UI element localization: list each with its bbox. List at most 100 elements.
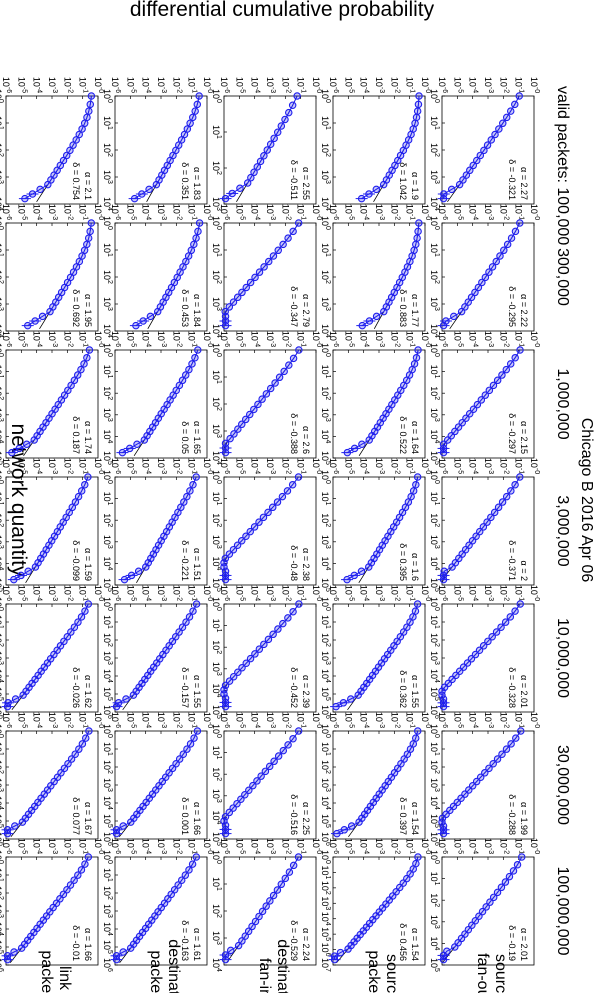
data-point [516, 346, 524, 354]
alpha-annotation: α = 1.54 [410, 802, 420, 835]
data-point [112, 955, 121, 964]
x-tick-label: 103 [320, 170, 331, 184]
data-point [438, 691, 446, 699]
y-tick-label: 10-2 [171, 204, 182, 220]
y-tick-label: 10-1 [405, 331, 416, 347]
y-tick-label: 10-4 [468, 331, 479, 347]
data-point [18, 818, 27, 826]
y-tick-label: 10-5 [16, 77, 27, 93]
x-tick-label: 103 [211, 197, 222, 211]
data-point [245, 786, 253, 794]
panel: 100 101 102 103 104 10-0 10-1 10-2 10-3 10-4 10-5 1… [429, 204, 540, 338]
x-tick-label: 100 [102, 89, 113, 103]
data-point [294, 853, 303, 861]
data-point [414, 227, 422, 236]
y-tick-label: 10-6 [1, 458, 12, 474]
x-tick-label: 100 [211, 216, 222, 230]
x-tick-label: 101 [102, 365, 113, 379]
alpha-annotation: α = 1.9 [410, 172, 420, 200]
y-tick-label: 10-6 [1, 331, 12, 347]
data-point [279, 619, 287, 628]
panel: 100 101 102 103 104 105 106 10-0 10-1 10-2 10-3 10-… [429, 712, 540, 846]
x-tick-label: 102 [320, 513, 331, 527]
y-tick-label: 10-6 [110, 712, 121, 728]
y-tick-label: 10-3 [483, 712, 494, 728]
y-tick-label: 10-1 [78, 585, 89, 601]
y-tick-label: 10-3 [156, 712, 167, 728]
x-tick-label: 104 [320, 197, 331, 211]
y-tick-label: 10-0 [93, 712, 104, 728]
data-point [414, 853, 422, 861]
data-line [116, 603, 198, 707]
data-point [221, 955, 230, 964]
data-point [343, 448, 352, 457]
data-point [498, 371, 506, 379]
y-tick-label: 10-5 [16, 712, 27, 728]
data-point [266, 140, 275, 149]
data-point [473, 156, 481, 165]
x-tick-label: 102 [102, 760, 113, 774]
data-point [511, 353, 519, 362]
data-point [278, 492, 287, 501]
y-tick-label: 10-3 [265, 458, 276, 474]
x-tick-label: 104 [0, 556, 4, 570]
data-point [81, 734, 90, 742]
y-tick-label: 10-1 [78, 712, 89, 728]
data-point [264, 635, 273, 644]
data-point [247, 173, 255, 182]
y-tick-label: 10-6 [437, 838, 448, 854]
data-point [497, 883, 506, 892]
data-point [481, 273, 490, 282]
data-line [334, 856, 419, 960]
y-tick-label: 10-5 [234, 585, 245, 601]
data-point [277, 122, 286, 130]
data-point [112, 829, 121, 838]
y-tick-label: 10-1 [296, 77, 307, 93]
x-tick-label: 102 [0, 886, 4, 900]
data-point [502, 365, 511, 374]
x-tick-label: 100 [0, 724, 4, 738]
x-tick-label: 104 [102, 197, 113, 211]
data-point [139, 317, 147, 325]
y-tick-label: 10-1 [514, 712, 525, 728]
data-point [23, 321, 32, 330]
data-point [358, 440, 366, 448]
x-tick-label: 100 [211, 597, 222, 611]
y-tick-label: 10-5 [125, 331, 136, 347]
data-point [245, 410, 254, 419]
y-tick-label: 10-3 [47, 585, 58, 601]
y-tick-label: 10-2 [171, 712, 182, 728]
data-point [80, 360, 88, 368]
panel: 100 101 102 103 104 105 106 10-0 10-1 10-2 10-3 10-… [320, 712, 431, 846]
data-point [220, 817, 228, 825]
data-point [469, 161, 478, 170]
y-tick-label: 10-0 [420, 712, 431, 728]
panel: 100 101 102 103 104 105 10-0 10-1 10-2 10-3 10-4 10… [320, 458, 431, 592]
x-tick-label: 100 [0, 597, 4, 611]
y-tick-label: 10-4 [359, 838, 370, 854]
x-tick-label: 105 [102, 940, 113, 954]
y-tick-label: 10-5 [234, 838, 245, 854]
data-point [476, 151, 485, 160]
data-point [495, 125, 503, 133]
data-point [31, 317, 39, 325]
data-point [120, 575, 129, 584]
x-tick-label: 102 [429, 893, 440, 907]
alpha-annotation: α = 1.65 [192, 421, 202, 454]
data-point [30, 436, 38, 444]
data-point [146, 312, 155, 321]
y-tick-label: 10-2 [280, 712, 291, 728]
y-tick-label: 10-4 [32, 77, 43, 93]
x-tick-label: 102 [0, 270, 4, 284]
y-tick-label: 10-3 [483, 331, 494, 347]
y-tick-label: 10-2 [389, 331, 400, 347]
data-point [516, 473, 524, 481]
x-tick-label: 101 [0, 868, 4, 882]
x-tick-label: 101 [320, 365, 331, 379]
y-tick-label: 10-5 [234, 458, 245, 474]
data-point [477, 396, 486, 404]
x-tick-label: 100 [320, 216, 331, 230]
data-point [262, 390, 271, 398]
y-tick-label: 10-0 [420, 77, 431, 93]
panel: 100 101 102 103 104 10-0 10-1 10-2 10-3 10-4 10-5 1… [0, 77, 104, 211]
